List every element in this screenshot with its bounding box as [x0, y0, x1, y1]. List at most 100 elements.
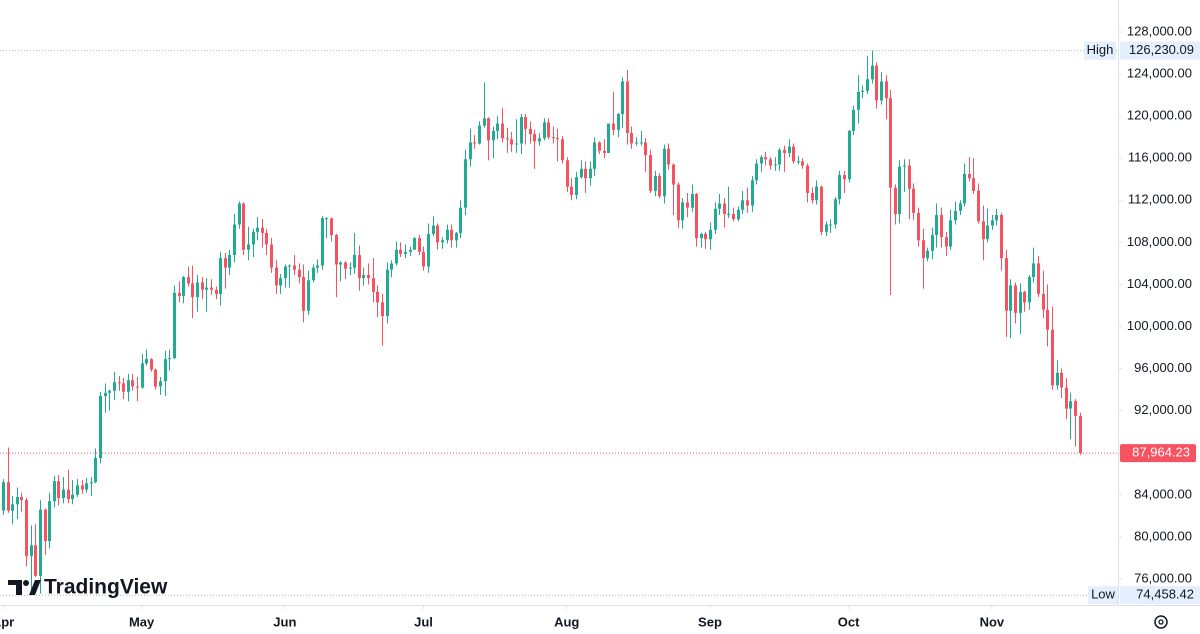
candle-body	[917, 212, 920, 241]
candle-body	[2, 482, 5, 511]
high-name-box	[1084, 41, 1116, 60]
y-tick-label: 92,000.00	[1134, 402, 1192, 417]
candle-body	[991, 220, 994, 226]
candle-body	[506, 138, 509, 140]
watermark-text: TradingView	[44, 576, 168, 599]
candle-body	[1056, 372, 1059, 386]
candle-body	[279, 278, 282, 286]
candle-body	[686, 202, 689, 208]
low-name-box	[1088, 586, 1118, 605]
candle-body	[926, 250, 929, 259]
candle-body	[737, 209, 740, 220]
candle-body	[815, 186, 818, 201]
candle-body	[321, 218, 324, 266]
candle-body	[376, 291, 379, 303]
candle-body	[224, 258, 227, 268]
settings-icon[interactable]	[1154, 615, 1168, 629]
candle-body	[441, 240, 444, 243]
candle-body	[852, 109, 855, 131]
candle-body	[908, 165, 911, 189]
y-tick-label: 100,000.00	[1127, 318, 1192, 333]
candle-body	[293, 265, 296, 270]
candle-body	[714, 208, 717, 230]
candle-body	[1042, 293, 1045, 310]
high-value: 126,230.09	[1129, 42, 1194, 57]
candle-body	[543, 122, 546, 139]
candle-body	[34, 545, 37, 576]
candle-body	[838, 175, 841, 200]
candle-body	[455, 232, 458, 241]
last-price-value: 87,964.23	[1132, 445, 1190, 460]
candle-body	[898, 166, 901, 214]
high-name: High	[1087, 42, 1114, 57]
candle-body	[395, 249, 398, 264]
y-tick-label: 104,000.00	[1127, 276, 1192, 291]
candle-body	[529, 128, 532, 135]
y-tick-label: 128,000.00	[1127, 23, 1192, 38]
candle-body	[307, 280, 310, 311]
candle-body	[436, 225, 439, 243]
candle-body	[723, 203, 726, 214]
candle-body	[663, 148, 666, 197]
candle-body	[256, 227, 259, 232]
candle-body	[746, 200, 749, 206]
candle-body	[316, 265, 319, 268]
settings-icon-center[interactable]	[1158, 619, 1164, 625]
y-tick-label: 116,000.00	[1128, 150, 1192, 165]
candle-body	[215, 289, 218, 294]
y-tick-label: 76,000.00	[1134, 570, 1192, 585]
candle-body	[302, 277, 305, 311]
candle-body	[136, 386, 139, 388]
candle-body	[552, 137, 555, 139]
candle-body	[145, 359, 148, 364]
candle-body	[1005, 258, 1008, 311]
candle-body	[889, 98, 892, 188]
candle-body	[275, 267, 278, 286]
x-tick-label: Apr	[0, 614, 14, 629]
candle-body	[848, 130, 851, 180]
candle-body	[122, 383, 125, 392]
candle-body	[85, 483, 88, 490]
candle-body	[233, 224, 236, 256]
y-tick-label: 80,000.00	[1134, 528, 1192, 543]
candle-body	[607, 123, 610, 153]
candle-body	[261, 227, 264, 233]
candle-body	[44, 509, 47, 542]
candle-body	[25, 500, 28, 556]
candle-body	[658, 176, 661, 197]
candle-body	[464, 159, 467, 208]
candle-body	[982, 221, 985, 240]
candle-body	[487, 118, 490, 141]
candle-body	[496, 123, 499, 131]
candle-body	[48, 501, 51, 542]
candle-body	[677, 184, 680, 221]
candle-body	[547, 122, 550, 138]
candle-body	[963, 174, 966, 204]
settings-button[interactable]	[1154, 615, 1168, 629]
candle-body	[178, 292, 181, 297]
candle-body	[695, 193, 698, 239]
candle-body	[173, 292, 176, 359]
candle-body	[922, 240, 925, 259]
low-value: 74,458.42	[1136, 587, 1194, 602]
candle-body	[469, 142, 472, 160]
candle-body	[108, 390, 111, 393]
candle-body	[187, 277, 190, 284]
candle-body	[344, 262, 347, 269]
candle-body	[751, 180, 754, 206]
logo-part	[29, 580, 41, 595]
candle-body	[871, 65, 874, 80]
candle-body	[11, 504, 14, 511]
logo-part	[23, 580, 29, 586]
high-value-box	[1120, 41, 1200, 60]
candle-body	[556, 138, 559, 140]
candle-body	[57, 481, 60, 498]
candle-body	[667, 148, 670, 165]
candle-body	[598, 142, 601, 151]
candle-body	[885, 81, 888, 99]
candle-body	[270, 244, 273, 268]
x-tick-label: Aug	[554, 614, 579, 629]
candle-body	[450, 229, 453, 241]
candle-body	[801, 161, 804, 166]
